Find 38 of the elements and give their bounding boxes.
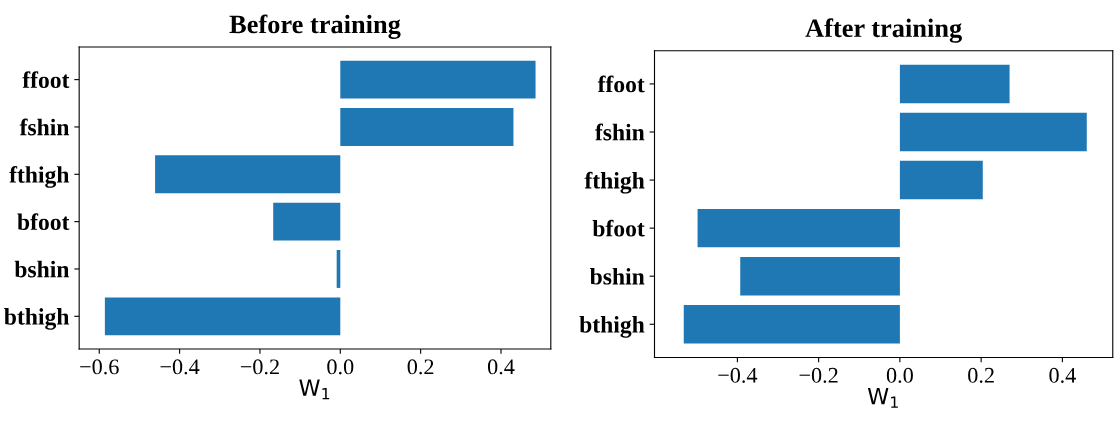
y-tick-label: fthigh (9, 165, 70, 188)
y-tick-label: bfoot (17, 213, 70, 231)
bar (740, 256, 900, 296)
y-tick-label: fshin (595, 123, 645, 141)
x-tick-label: −0.2 (799, 367, 838, 383)
y-tick-label: fthigh (584, 171, 645, 194)
x-tick-label: −0.4 (160, 359, 200, 375)
bar (899, 64, 1010, 104)
bar (273, 202, 341, 241)
x-axis-title: W$_{1}$ (299, 379, 330, 400)
bar (697, 208, 900, 248)
x-tick-label: 0.0 (327, 359, 354, 375)
y-tick-label: bshin (589, 268, 645, 285)
y-tick-label: bthigh (579, 316, 645, 338)
y-tick-label: ffoot (597, 75, 645, 93)
x-tick-label: −0.2 (240, 359, 279, 375)
chart-title: Before training (229, 14, 401, 39)
chart-title: After training (805, 18, 962, 43)
y-tick-label: bshin (14, 260, 70, 278)
bar (340, 108, 514, 146)
y-tick-label: bthigh (4, 308, 70, 330)
x-tick-label: 0.2 (407, 359, 434, 375)
bar (104, 297, 341, 336)
bar (683, 305, 900, 344)
bar (899, 160, 983, 200)
x-tick-label: 0.4 (1049, 367, 1076, 383)
x-axis-title: W$_{1}$ (867, 387, 898, 408)
x-tick-label: 0.0 (886, 367, 913, 383)
y-tick-label: bfoot (592, 219, 645, 237)
x-tick-label: −0.4 (718, 367, 758, 383)
y-tick-label: ffoot (22, 71, 70, 89)
x-tick-label: 0.2 (968, 367, 994, 383)
x-tick-label: 0.4 (487, 359, 515, 375)
bar (155, 155, 341, 194)
y-tick-label: fshin (19, 118, 70, 136)
x-tick-label: −0.6 (80, 359, 119, 375)
bar (899, 112, 1087, 152)
bar (340, 60, 536, 99)
